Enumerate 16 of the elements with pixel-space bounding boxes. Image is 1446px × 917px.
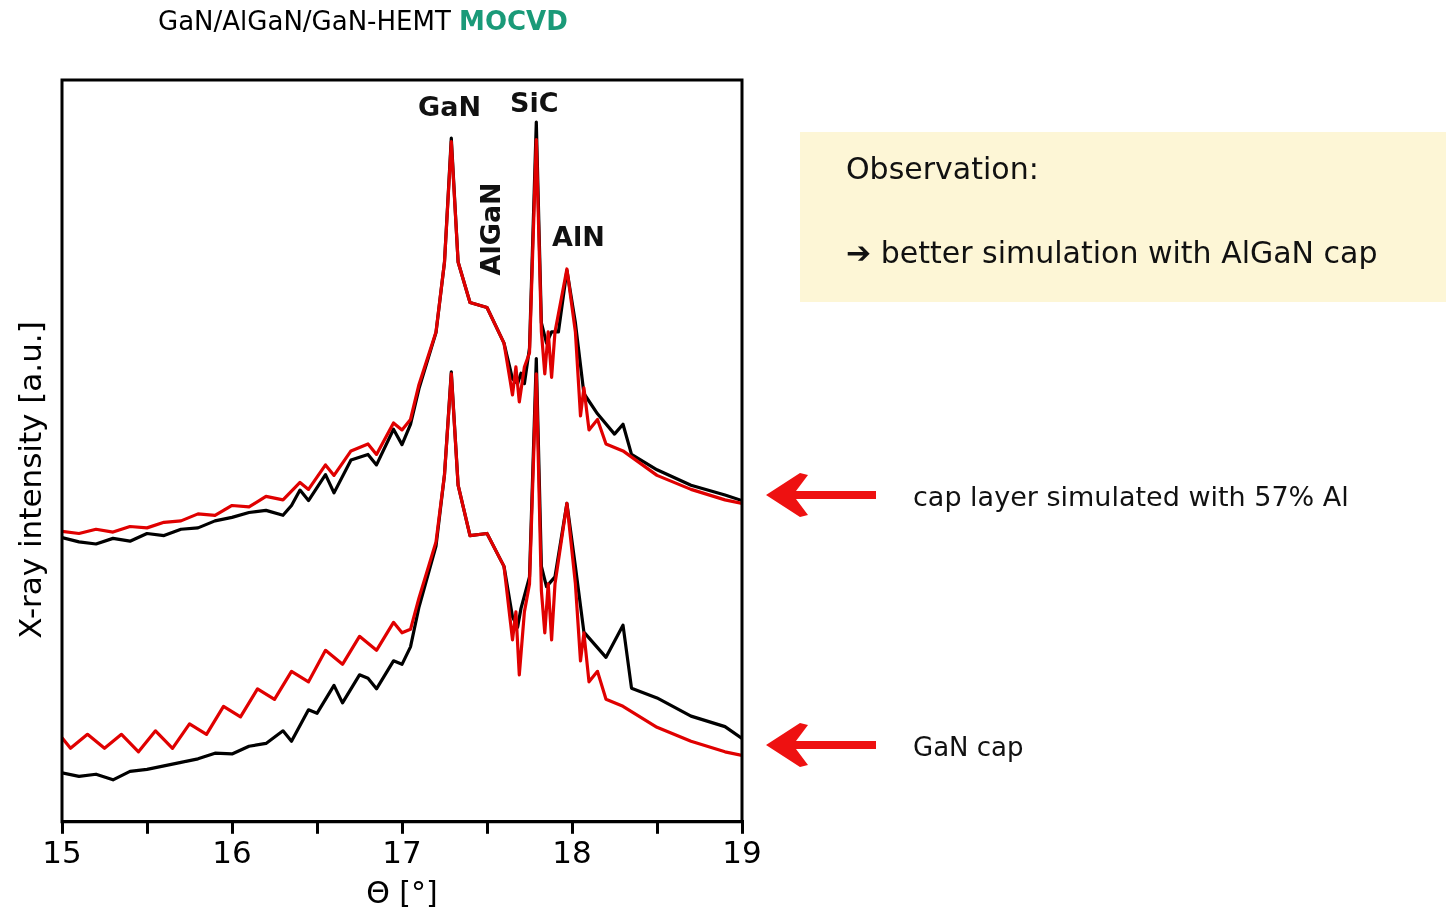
text: ➔ better simulation with AlGaN cap xyxy=(846,235,1378,270)
text: SiC xyxy=(510,87,559,118)
x-tick-label: 17 xyxy=(382,834,422,871)
x-axis-title: Θ [°] xyxy=(366,874,438,910)
x-tick-label: 19 xyxy=(722,834,762,871)
text: cap layer simulated with 57% Al xyxy=(913,481,1349,512)
annotation: AlN xyxy=(552,221,605,252)
x-tick-label: 18 xyxy=(552,834,592,871)
text: Observation: xyxy=(846,151,1039,186)
text: GaN cap xyxy=(913,732,1024,762)
y-axis-title: X-ray intensity [a.u.] xyxy=(12,321,48,639)
chart-title: GaN/AlGaN/GaN-HEMT MOCVD xyxy=(158,6,568,36)
annotation: AlGaN xyxy=(474,182,506,276)
x-tick-label: 15 xyxy=(42,834,82,871)
annotation: GaN xyxy=(418,91,481,122)
x-tick-label: 16 xyxy=(212,834,252,871)
